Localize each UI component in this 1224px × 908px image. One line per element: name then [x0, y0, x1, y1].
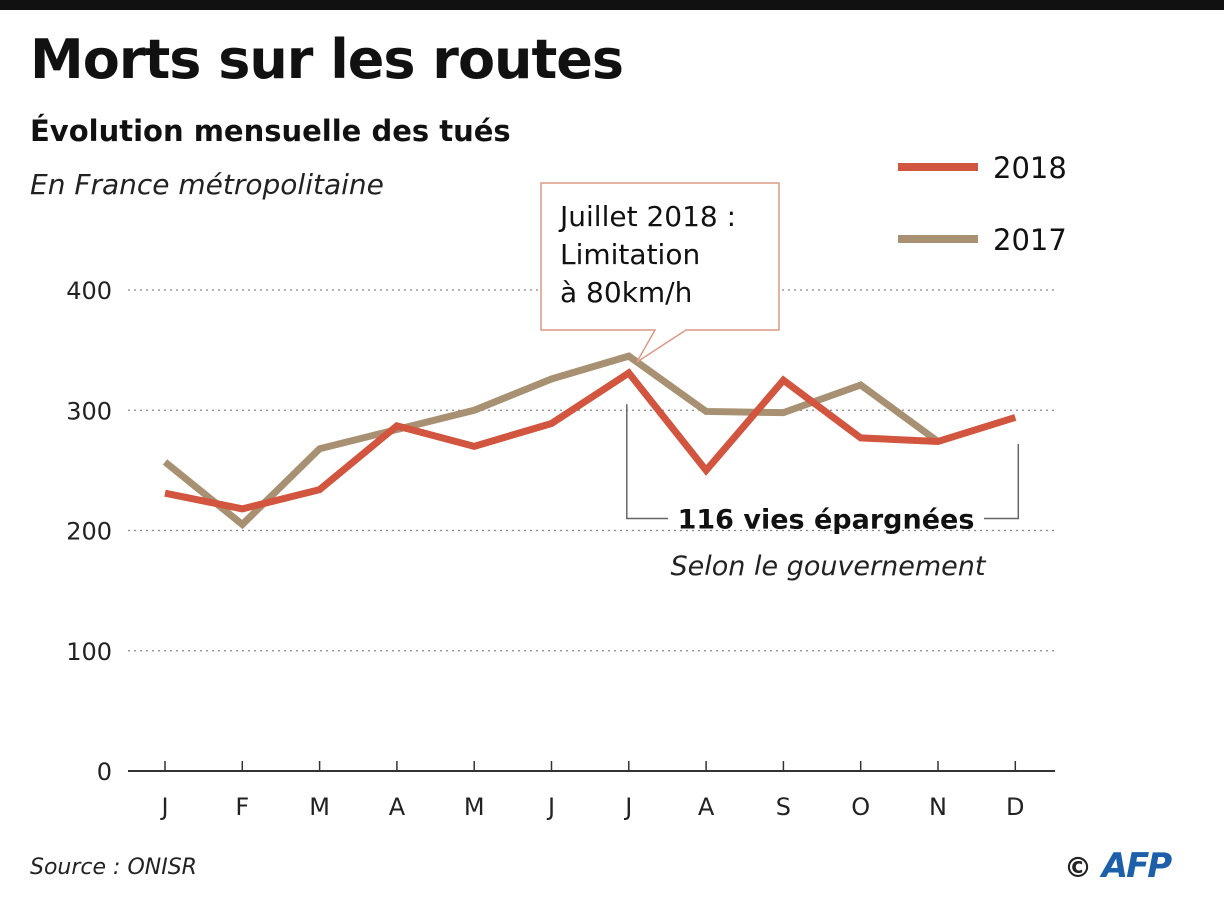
x-tick-label: J	[159, 793, 168, 821]
series-line-2018	[164, 368, 1017, 513]
credit: © AFP	[1064, 846, 1172, 886]
x-tick-label: D	[1006, 793, 1024, 821]
x-tick-label: M	[309, 793, 330, 821]
bracket-left	[626, 404, 668, 520]
chart-title: Morts sur les routes	[30, 28, 624, 91]
callout-text: à 80km/h	[560, 276, 692, 309]
bracket-label: 116 vies épargnées	[678, 505, 975, 536]
x-tick-label: J	[623, 793, 632, 821]
x-tick-label: O	[851, 793, 870, 821]
bracket-sublabel: Selon le gouvernement	[671, 551, 987, 582]
x-tick-label: J	[546, 793, 555, 821]
y-tick-label: 100	[66, 638, 112, 666]
afp-logo: AFP	[1101, 846, 1172, 886]
legend-label: 2017	[993, 223, 1067, 257]
chart-subtitle: Évolution mensuelle des tués	[30, 114, 511, 148]
callout-box	[540, 182, 780, 363]
chart-region: En France métropolitaine	[30, 168, 384, 201]
x-tick-label: F	[235, 793, 249, 821]
callout-text: Limitation	[560, 238, 700, 271]
top-bar	[0, 0, 1224, 10]
x-tick-label: A	[389, 793, 406, 821]
x-tick-label: N	[929, 793, 947, 821]
callout-text: Juillet 2018 :	[558, 200, 736, 233]
y-tick-label: 0	[97, 758, 112, 786]
bracket-right	[984, 443, 1020, 520]
y-tick-label: 300	[66, 397, 112, 425]
y-tick-label: 200	[66, 518, 112, 546]
x-tick-label: S	[776, 793, 791, 821]
source-note: Source : ONISR	[30, 855, 197, 880]
x-tick-label: A	[698, 793, 715, 821]
copyright-symbol: ©	[1064, 851, 1092, 884]
x-tick-label: M	[464, 793, 485, 821]
legend-label: 2018	[993, 151, 1067, 185]
y-tick-label: 400	[66, 277, 112, 305]
